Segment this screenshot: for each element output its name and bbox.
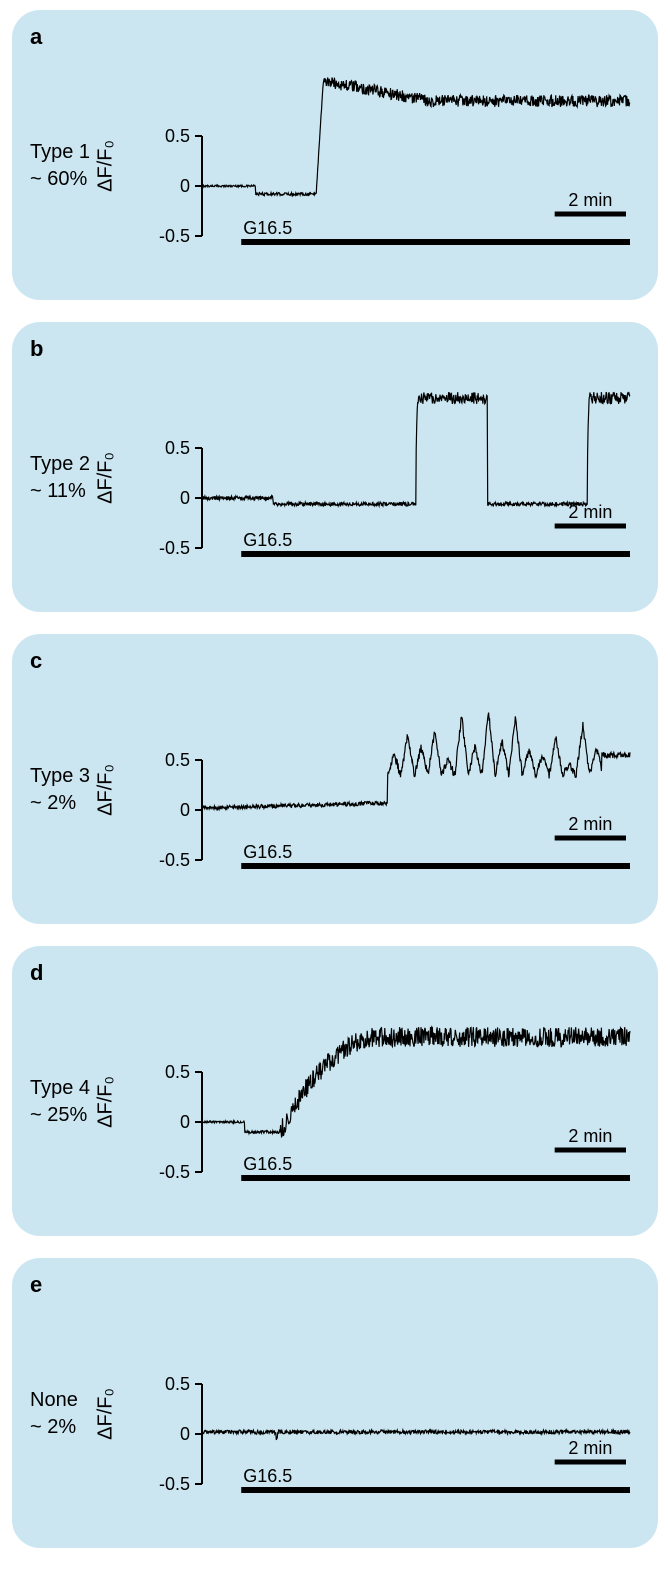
type-line2: ~ 60%: [30, 166, 140, 193]
y-axis-label: ΔF/F₀: [95, 452, 118, 504]
type-label: Type 3~ 2%: [30, 763, 140, 817]
plot-wrap: ΔF/F₀-0.500.5G16.52 min: [140, 680, 640, 900]
panel-letter: b: [30, 336, 640, 362]
ytick-label: -0.5: [159, 1162, 190, 1182]
panel-body: None~ 2%ΔF/F₀ -0.5 0 0.5 G16.5 2 min: [30, 1304, 640, 1524]
type-line1: None: [30, 1387, 140, 1414]
panel-letter: a: [30, 24, 640, 50]
trace-line: [202, 392, 630, 506]
y-axis-label: ΔF/F₀: [95, 764, 118, 816]
type-line2: ~ 2%: [30, 790, 140, 817]
figure-root: aType 1~ 60%ΔF/F₀-0.500.5G16.52 minbType…: [0, 0, 670, 1558]
trace-line: [202, 1430, 630, 1440]
stimulus-label: G16.5: [243, 842, 292, 862]
panel-a: a Type 1~ 60%ΔF/F₀ -0.5 0 0.5 G16.5 2 min: [12, 10, 658, 300]
time-scale-label: 2 min: [568, 1126, 612, 1146]
time-scale-label: 2 min: [568, 1438, 612, 1458]
plot-wrap: ΔF/F₀-0.500.5G16.52 min: [140, 368, 640, 588]
ytick-label: -0.5: [159, 538, 190, 558]
ytick-label: -0.5: [159, 1474, 190, 1494]
panel-b: b Type 2~ 11%ΔF/F₀ -0.5 0 0.5 G16.5 2 min: [12, 322, 658, 612]
type-label: Type 4~ 25%: [30, 1075, 140, 1129]
panel-e: e None~ 2%ΔF/F₀ -0.5 0 0.5 G16.5 2 min: [12, 1258, 658, 1548]
panel-letter: d: [30, 960, 640, 986]
stimulus-label: G16.5: [243, 1154, 292, 1174]
panel-letter: e: [30, 1272, 640, 1298]
plot-wrap: ΔF/F₀-0.500.5G16.52 min: [140, 1304, 640, 1524]
trace-line: [202, 713, 630, 810]
type-line1: Type 1: [30, 139, 140, 166]
ytick-label: 0: [180, 488, 190, 508]
type-label: Type 1~ 60%: [30, 139, 140, 193]
time-scale-label: 2 min: [568, 502, 612, 522]
type-label: None~ 2%: [30, 1387, 140, 1441]
plot-svg: -0.5 0 0.5 G16.5 2 min: [140, 368, 640, 588]
panel-body: Type 2~ 11%ΔF/F₀ -0.5 0 0.5 G16.5 2 min: [30, 368, 640, 588]
type-line2: ~ 11%: [30, 478, 140, 505]
y-axis-label: ΔF/F₀: [95, 140, 118, 192]
ytick-label: 0: [180, 1112, 190, 1132]
ytick-label: 0.5: [165, 1062, 190, 1082]
ytick-label: 0.5: [165, 750, 190, 770]
stimulus-label: G16.5: [243, 218, 292, 238]
plot-svg: -0.5 0 0.5 G16.5 2 min: [140, 56, 640, 276]
plot-svg: -0.5 0 0.5 G16.5 2 min: [140, 680, 640, 900]
ytick-label: 0: [180, 800, 190, 820]
type-label: Type 2~ 11%: [30, 451, 140, 505]
y-axis-label: ΔF/F₀: [95, 1076, 118, 1128]
stimulus-label: G16.5: [243, 1466, 292, 1486]
y-axis-label: ΔF/F₀: [95, 1388, 118, 1440]
ytick-label: 0.5: [165, 438, 190, 458]
ytick-label: -0.5: [159, 850, 190, 870]
time-scale-label: 2 min: [568, 814, 612, 834]
type-line2: ~ 25%: [30, 1102, 140, 1129]
ytick-label: -0.5: [159, 226, 190, 246]
time-scale-label: 2 min: [568, 190, 612, 210]
ytick-label: 0: [180, 176, 190, 196]
plot-wrap: ΔF/F₀-0.500.5G16.52 min: [140, 992, 640, 1212]
plot-svg: -0.5 0 0.5 G16.5 2 min: [140, 1304, 640, 1524]
panel-letter: c: [30, 648, 640, 674]
type-line1: Type 3: [30, 763, 140, 790]
ytick-label: 0: [180, 1424, 190, 1444]
ytick-label: 0.5: [165, 126, 190, 146]
panel-body: Type 4~ 25%ΔF/F₀ -0.5 0 0.5 G16.5 2 min: [30, 992, 640, 1212]
type-line2: ~ 2%: [30, 1414, 140, 1441]
plot-wrap: ΔF/F₀-0.500.5G16.52 min: [140, 56, 640, 276]
panel-d: d Type 4~ 25%ΔF/F₀ -0.5 0 0.5 G16.5 2 min: [12, 946, 658, 1236]
panel-c: c Type 3~ 2%ΔF/F₀ -0.5 0 0.5 G16.5 2 min: [12, 634, 658, 924]
trace-line: [202, 78, 630, 196]
trace-line: [202, 1027, 630, 1137]
panel-body: Type 3~ 2%ΔF/F₀ -0.5 0 0.5 G16.5 2 min: [30, 680, 640, 900]
type-line1: Type 2: [30, 451, 140, 478]
stimulus-label: G16.5: [243, 530, 292, 550]
plot-svg: -0.5 0 0.5 G16.5 2 min: [140, 992, 640, 1212]
ytick-label: 0.5: [165, 1374, 190, 1394]
panel-body: Type 1~ 60%ΔF/F₀ -0.5 0 0.5 G16.5 2 min: [30, 56, 640, 276]
type-line1: Type 4: [30, 1075, 140, 1102]
